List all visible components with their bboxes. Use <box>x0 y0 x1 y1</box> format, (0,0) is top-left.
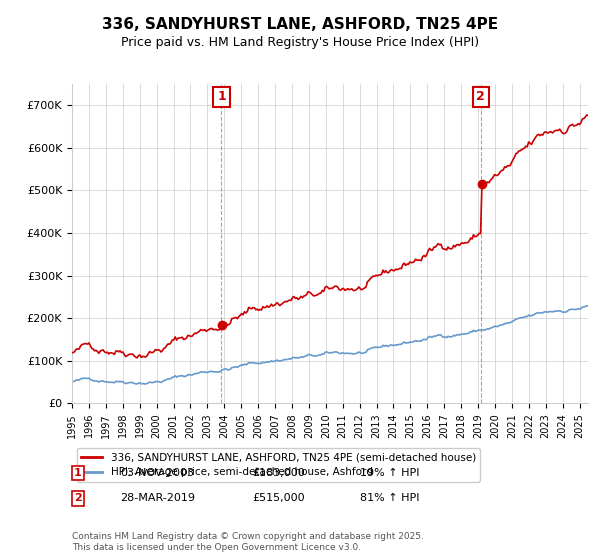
Text: Contains HM Land Registry data © Crown copyright and database right 2025.
This d: Contains HM Land Registry data © Crown c… <box>72 532 424 552</box>
Text: 336, SANDYHURST LANE, ASHFORD, TN25 4PE: 336, SANDYHURST LANE, ASHFORD, TN25 4PE <box>102 17 498 32</box>
Text: £515,000: £515,000 <box>252 493 305 503</box>
Text: 2: 2 <box>476 90 485 103</box>
Text: 81% ↑ HPI: 81% ↑ HPI <box>360 493 419 503</box>
Text: 28-MAR-2019: 28-MAR-2019 <box>120 493 195 503</box>
Text: 1: 1 <box>74 468 82 478</box>
Text: 1: 1 <box>217 90 226 103</box>
Text: 03-NOV-2003: 03-NOV-2003 <box>120 468 194 478</box>
Text: £183,000: £183,000 <box>252 468 305 478</box>
Text: 2: 2 <box>74 493 82 503</box>
Text: 19% ↑ HPI: 19% ↑ HPI <box>360 468 419 478</box>
Text: Price paid vs. HM Land Registry's House Price Index (HPI): Price paid vs. HM Land Registry's House … <box>121 36 479 49</box>
Legend: 336, SANDYHURST LANE, ASHFORD, TN25 4PE (semi-detached house), HPI: Average pric: 336, SANDYHURST LANE, ASHFORD, TN25 4PE … <box>77 448 480 482</box>
